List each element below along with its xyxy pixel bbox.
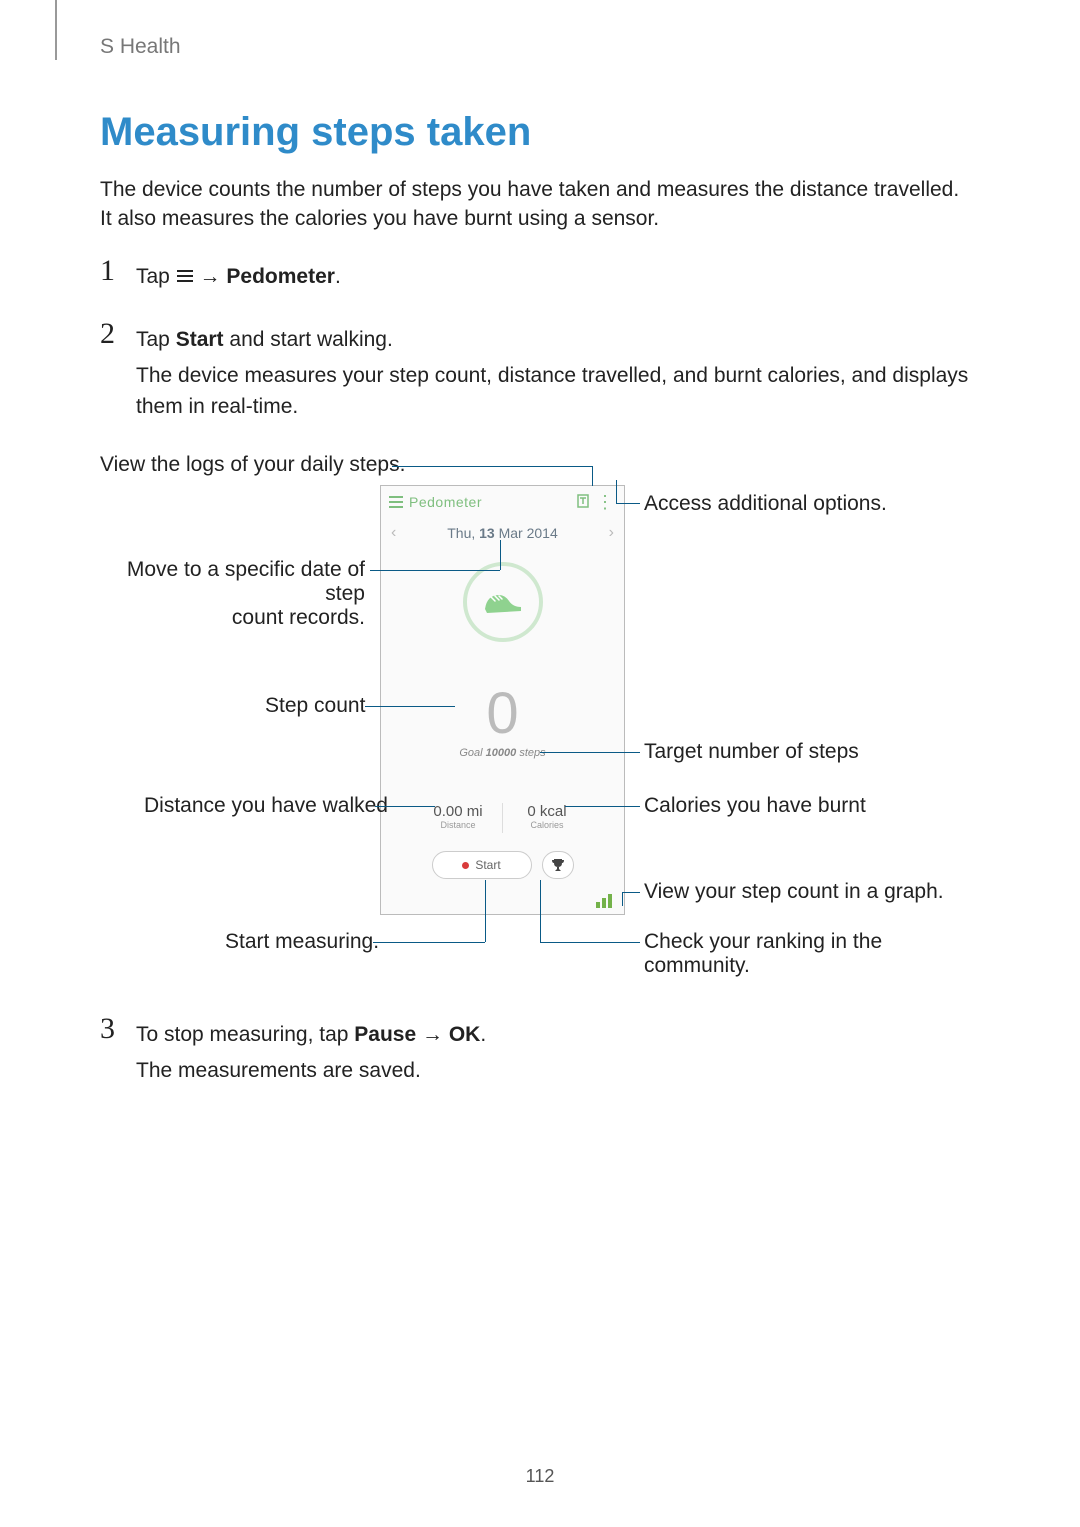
- page-title: Measuring steps taken: [100, 110, 531, 155]
- step-number: 3: [100, 1012, 115, 1046]
- callout-ranking-l2: community.: [644, 954, 882, 978]
- goal-pre: Goal: [459, 747, 485, 759]
- callout-target: Target number of steps: [644, 740, 859, 764]
- step3-b2: OK: [449, 1023, 481, 1046]
- intro-paragraph: The device counts the number of steps yo…: [100, 175, 970, 234]
- start-label: Start: [475, 858, 500, 872]
- distance-metric: 0.00 mi Distance: [418, 803, 498, 833]
- date-row: ‹ Thu, 13 Mar 2014 ›: [381, 518, 624, 548]
- shoe-icon: [481, 587, 525, 617]
- step3-b1: Pause: [354, 1023, 416, 1046]
- date-bold: 13: [479, 525, 495, 541]
- step-1-body: Tap → Pedometer.: [136, 262, 970, 293]
- date-suffix: Mar 2014: [495, 525, 558, 541]
- step2-pre: Tap: [136, 328, 176, 351]
- callout-ranking: Check your ranking in the community.: [644, 930, 882, 978]
- pedometer-app: Pedometer ⋮ ‹ Thu, 13 Mar 2014 › 0 Goal …: [380, 485, 625, 915]
- callout-start-measuring: Start measuring.: [225, 930, 379, 954]
- callout-move-date-l2: count records.: [115, 606, 365, 630]
- metrics-row: 0.00 mi Distance 0 kcal Calories: [381, 803, 624, 833]
- bottom-row: Start: [381, 851, 624, 879]
- prev-date-icon[interactable]: ‹: [391, 524, 396, 542]
- distance-label: Distance: [418, 820, 498, 830]
- record-dot-icon: [462, 862, 469, 869]
- calories-label: Calories: [507, 820, 587, 830]
- app-menu-icon[interactable]: [389, 496, 403, 508]
- app-bar-title: Pedometer: [409, 494, 572, 510]
- step-2-body: Tap Start and start walking. The device …: [136, 325, 970, 422]
- goal-num: 10000: [486, 747, 517, 759]
- step1-suffix: .: [335, 265, 341, 288]
- callout-options: Access additional options.: [644, 492, 887, 516]
- step1-bold: Pedometer: [226, 265, 335, 288]
- header-divider: [55, 0, 57, 60]
- step3-mid: →: [416, 1023, 449, 1046]
- step2-line2: The device measures your step count, dis…: [136, 361, 970, 422]
- date-text[interactable]: Thu, 13 Mar 2014: [447, 525, 558, 541]
- step-number: 2: [100, 317, 115, 351]
- step-1: 1 Tap → Pedometer.: [100, 262, 970, 293]
- callout-distance: Distance you have walked: [144, 794, 388, 818]
- callout-move-date: Move to a specific date of step count re…: [115, 558, 365, 630]
- step-number: 1: [100, 254, 115, 288]
- step3-line2: The measurements are saved.: [136, 1056, 970, 1086]
- step3-pre: To stop measuring, tap: [136, 1023, 354, 1046]
- step-2: 2 Tap Start and start walking. The devic…: [100, 325, 970, 422]
- start-button[interactable]: Start: [432, 851, 532, 879]
- step2-post: and start walking.: [224, 328, 393, 351]
- callout-logs: View the logs of your daily steps.: [100, 453, 405, 477]
- goal-text: Goal 10000 steps: [381, 747, 624, 759]
- step-count-value: 0: [381, 680, 624, 747]
- callout-step-count: Step count: [265, 694, 365, 718]
- step3-post: .: [480, 1023, 486, 1046]
- breadcrumb: S Health: [100, 35, 181, 59]
- calories-metric: 0 kcal Calories: [507, 803, 587, 833]
- hamburger-icon: [176, 262, 194, 292]
- step2-bold: Start: [176, 328, 224, 351]
- callout-ranking-l1: Check your ranking in the: [644, 930, 882, 954]
- metric-divider: [502, 803, 503, 833]
- callout-move-date-l1: Move to a specific date of step: [115, 558, 365, 606]
- trophy-icon: [550, 857, 566, 873]
- step1-prefix: Tap: [136, 265, 176, 288]
- goal-post: steps: [516, 747, 545, 759]
- callout-calories: Calories you have burnt: [644, 794, 866, 818]
- app-bar: Pedometer ⋮: [381, 486, 624, 518]
- award-icon[interactable]: [572, 493, 594, 512]
- trophy-button[interactable]: [542, 851, 574, 879]
- step-3: 3 To stop measuring, tap Pause → OK. The…: [100, 1020, 970, 1087]
- shoe-circle: [463, 562, 543, 642]
- date-prefix: Thu,: [447, 525, 479, 541]
- graph-icon[interactable]: [596, 890, 618, 908]
- step1-arrow: →: [200, 265, 221, 288]
- more-icon[interactable]: ⋮: [594, 492, 616, 513]
- callout-graph: View your step count in a graph.: [644, 880, 944, 904]
- step-3-body: To stop measuring, tap Pause → OK. The m…: [136, 1020, 970, 1087]
- next-date-icon[interactable]: ›: [609, 524, 614, 542]
- page-number: 112: [0, 1466, 1080, 1487]
